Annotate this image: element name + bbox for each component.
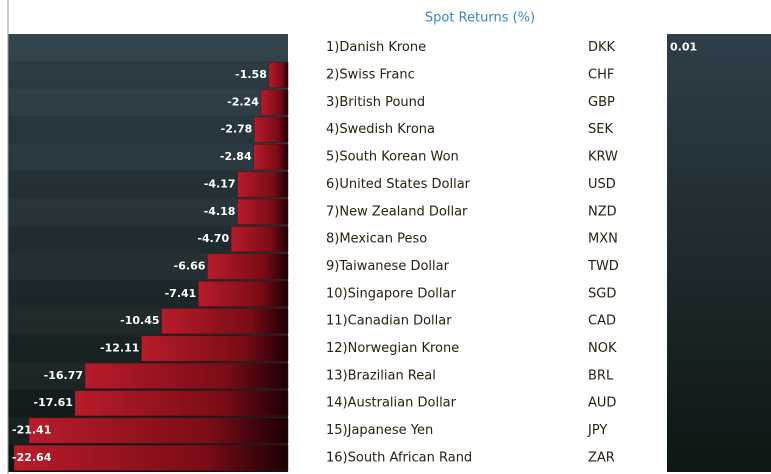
currency-name: 15)Japanese Yen [326, 423, 433, 438]
currency-name: 14)Australian Dollar [326, 396, 457, 411]
currency-code: CAD [588, 314, 616, 329]
currency-code: AUD [588, 396, 616, 411]
value-label: -4.17 [204, 177, 236, 190]
currency-name: 8)Mexican Peso [326, 232, 427, 247]
value-label: -16.77 [44, 369, 83, 382]
value-label: -6.66 [174, 259, 206, 272]
currency-code: NOK [588, 341, 617, 356]
chart-title: Spot Returns (%) [425, 11, 535, 26]
bar [74, 390, 289, 417]
currency-code: USD [588, 177, 616, 192]
value-label: -12.11 [100, 342, 139, 355]
currency-name: 6)United States Dollar [326, 177, 471, 192]
bar [141, 335, 289, 362]
bar [268, 62, 289, 88]
bar [254, 116, 289, 143]
currency-name: 16)South African Rand [326, 450, 472, 465]
value-label: -10.45 [120, 314, 159, 327]
bar [237, 198, 289, 225]
bar [28, 417, 289, 444]
currency-code: MXN [588, 232, 618, 247]
value-label: -17.61 [34, 396, 73, 409]
currency-name: 12)Norwegian Krone [326, 341, 459, 356]
currency-code: GBP [588, 95, 615, 110]
currency-code: SGD [588, 286, 616, 301]
value-label: -2.84 [220, 150, 252, 163]
currency-code: DKK [588, 40, 616, 55]
currency-code: KRW [588, 150, 618, 165]
bar [161, 308, 289, 335]
bar [198, 280, 289, 307]
currency-code: NZD [588, 204, 617, 219]
row-band [8, 34, 288, 61]
bar [84, 362, 289, 389]
value-label: 0.01 [670, 41, 697, 54]
currency-name: 3)British Pound [326, 95, 425, 110]
currency-name: 4)Swedish Krona [326, 122, 435, 137]
value-label: -4.18 [204, 205, 236, 218]
value-label: -7.41 [165, 287, 197, 300]
currency-code: ZAR [588, 450, 615, 465]
bar [13, 445, 289, 471]
bar [253, 144, 289, 170]
currency-code: BRL [588, 368, 614, 383]
bar [237, 171, 289, 198]
value-label: -22.64 [12, 451, 52, 464]
currency-name: 13)Brazilian Real [326, 368, 436, 383]
currency-code: CHF [588, 68, 614, 83]
currency-name: 2)Swiss Franc [326, 68, 415, 83]
value-label: -4.70 [197, 232, 229, 245]
bar [207, 253, 289, 280]
positive-panel [667, 34, 771, 472]
currency-name: 10)Singapore Dollar [326, 286, 456, 301]
currency-code: SEK [588, 122, 613, 137]
currency-name: 7)New Zealand Dollar [326, 204, 468, 219]
value-label: -1.58 [235, 68, 267, 81]
currency-name: 9)Taiwanese Dollar [326, 259, 450, 274]
bar [260, 89, 289, 116]
value-label: -21.41 [12, 424, 51, 437]
currency-name: 5)South Korean Won [326, 150, 459, 165]
bar [230, 226, 289, 253]
currency-code: JPY [587, 423, 607, 438]
currency-code: TWD [587, 259, 619, 274]
currency-name: 11)Canadian Dollar [326, 314, 452, 329]
value-label: -2.24 [227, 95, 259, 108]
value-label: -2.78 [221, 123, 253, 136]
currency-name: 1)Danish Krone [326, 40, 426, 55]
